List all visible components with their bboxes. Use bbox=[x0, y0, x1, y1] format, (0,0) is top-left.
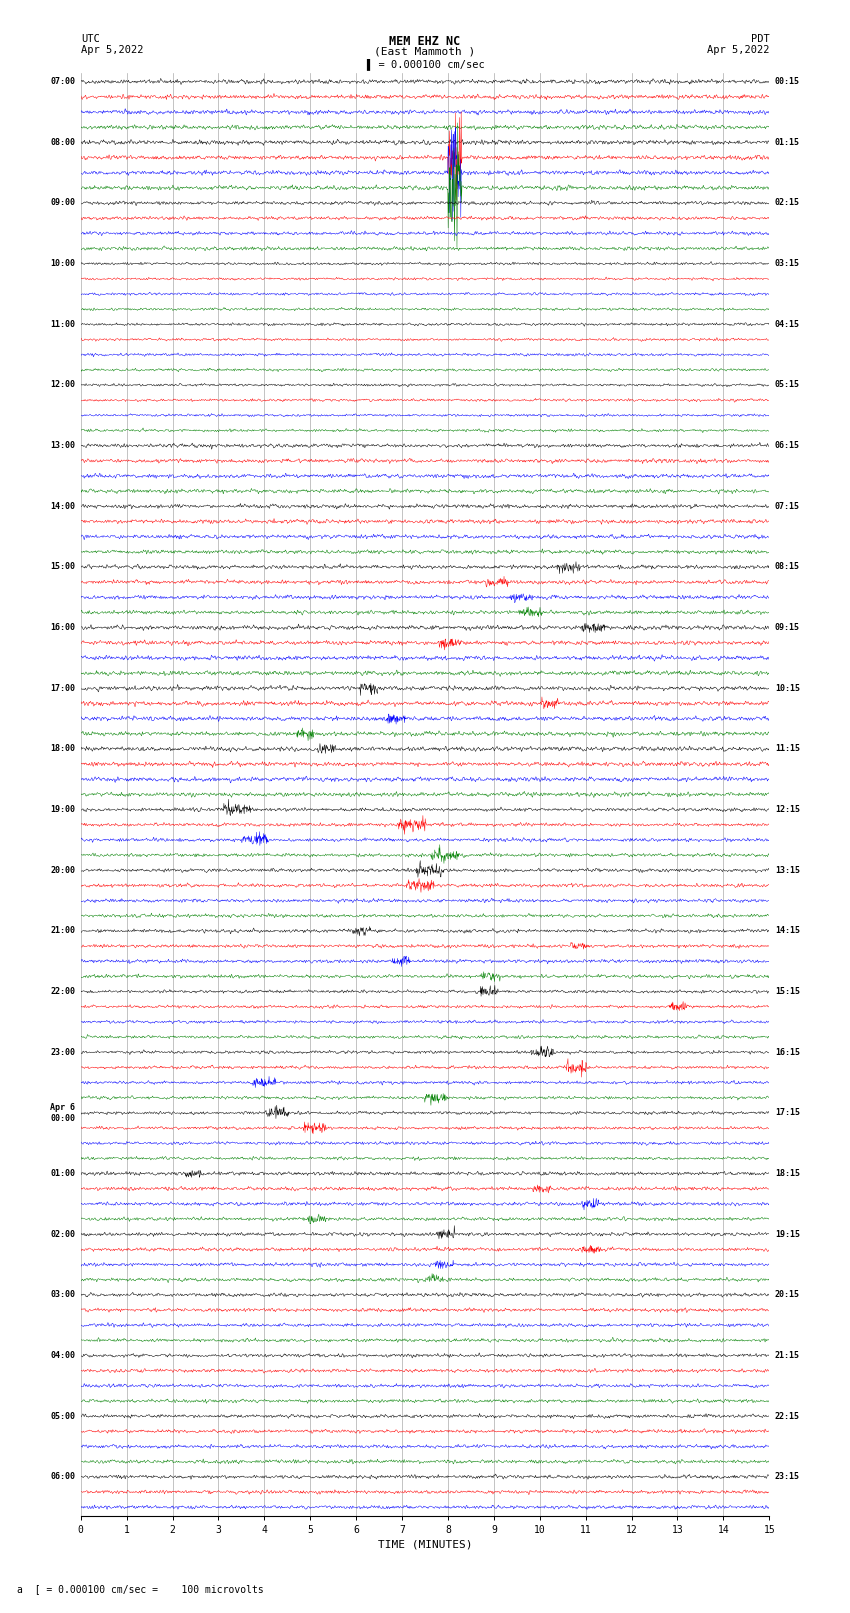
Text: 02:00: 02:00 bbox=[50, 1229, 76, 1239]
Text: Apr 5,2022: Apr 5,2022 bbox=[706, 45, 769, 55]
Text: 23:15: 23:15 bbox=[774, 1473, 800, 1481]
Text: 21:00: 21:00 bbox=[50, 926, 76, 936]
Text: 15:00: 15:00 bbox=[50, 563, 76, 571]
Text: 07:15: 07:15 bbox=[774, 502, 800, 511]
Text: 13:15: 13:15 bbox=[774, 866, 800, 874]
Text: 02:15: 02:15 bbox=[774, 198, 800, 208]
Text: 08:15: 08:15 bbox=[774, 563, 800, 571]
Text: 21:15: 21:15 bbox=[774, 1352, 800, 1360]
Text: 06:00: 06:00 bbox=[50, 1473, 76, 1481]
Text: 20:00: 20:00 bbox=[50, 866, 76, 874]
Text: 19:00: 19:00 bbox=[50, 805, 76, 815]
Text: 17:00: 17:00 bbox=[50, 684, 76, 692]
X-axis label: TIME (MINUTES): TIME (MINUTES) bbox=[377, 1539, 473, 1550]
Text: 20:15: 20:15 bbox=[774, 1290, 800, 1300]
Text: 08:00: 08:00 bbox=[50, 137, 76, 147]
Text: 22:15: 22:15 bbox=[774, 1411, 800, 1421]
Text: 15:15: 15:15 bbox=[774, 987, 800, 997]
Text: 11:15: 11:15 bbox=[774, 745, 800, 753]
Text: 10:00: 10:00 bbox=[50, 260, 76, 268]
Text: 04:15: 04:15 bbox=[774, 319, 800, 329]
Text: 18:15: 18:15 bbox=[774, 1169, 800, 1177]
Text: 09:15: 09:15 bbox=[774, 623, 800, 632]
Text: a  [ = 0.000100 cm/sec =    100 microvolts: a [ = 0.000100 cm/sec = 100 microvolts bbox=[17, 1584, 264, 1594]
Text: 05:15: 05:15 bbox=[774, 381, 800, 389]
Text: MEM EHZ NC: MEM EHZ NC bbox=[389, 35, 461, 48]
Text: 01:00: 01:00 bbox=[50, 1169, 76, 1177]
Text: 18:00: 18:00 bbox=[50, 745, 76, 753]
Text: 16:00: 16:00 bbox=[50, 623, 76, 632]
Text: ▌ = 0.000100 cm/sec: ▌ = 0.000100 cm/sec bbox=[366, 58, 484, 69]
Text: 16:15: 16:15 bbox=[774, 1048, 800, 1057]
Text: 13:00: 13:00 bbox=[50, 440, 76, 450]
Text: 06:15: 06:15 bbox=[774, 440, 800, 450]
Text: 11:00: 11:00 bbox=[50, 319, 76, 329]
Text: 10:15: 10:15 bbox=[774, 684, 800, 692]
Text: 12:15: 12:15 bbox=[774, 805, 800, 815]
Text: 03:15: 03:15 bbox=[774, 260, 800, 268]
Text: 00:15: 00:15 bbox=[774, 77, 800, 85]
Text: 05:00: 05:00 bbox=[50, 1411, 76, 1421]
Text: 22:00: 22:00 bbox=[50, 987, 76, 997]
Text: UTC: UTC bbox=[81, 34, 99, 44]
Text: 03:00: 03:00 bbox=[50, 1290, 76, 1300]
Text: 04:00: 04:00 bbox=[50, 1352, 76, 1360]
Text: PDT: PDT bbox=[751, 34, 769, 44]
Text: 09:00: 09:00 bbox=[50, 198, 76, 208]
Text: 19:15: 19:15 bbox=[774, 1229, 800, 1239]
Text: 14:00: 14:00 bbox=[50, 502, 76, 511]
Text: (East Mammoth ): (East Mammoth ) bbox=[374, 47, 476, 56]
Text: 14:15: 14:15 bbox=[774, 926, 800, 936]
Text: 23:00: 23:00 bbox=[50, 1048, 76, 1057]
Text: 07:00: 07:00 bbox=[50, 77, 76, 85]
Text: 12:00: 12:00 bbox=[50, 381, 76, 389]
Text: 17:15: 17:15 bbox=[774, 1108, 800, 1118]
Text: Apr 6
00:00: Apr 6 00:00 bbox=[50, 1103, 76, 1123]
Text: Apr 5,2022: Apr 5,2022 bbox=[81, 45, 144, 55]
Text: 01:15: 01:15 bbox=[774, 137, 800, 147]
